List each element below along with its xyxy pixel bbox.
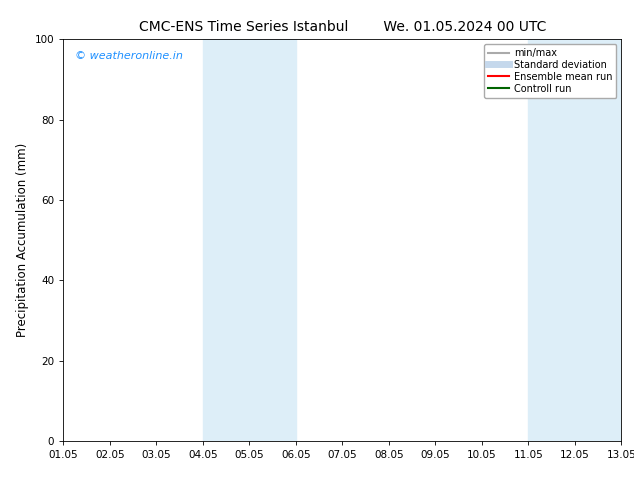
Title: CMC-ENS Time Series Istanbul        We. 01.05.2024 00 UTC: CMC-ENS Time Series Istanbul We. 01.05.2…	[139, 20, 546, 34]
Legend: min/max, Standard deviation, Ensemble mean run, Controll run: min/max, Standard deviation, Ensemble me…	[484, 44, 616, 98]
Bar	[528, 39, 621, 441]
Bar	[203, 39, 296, 441]
Text: © weatheronline.in: © weatheronline.in	[75, 51, 183, 61]
Y-axis label: Precipitation Accumulation (mm): Precipitation Accumulation (mm)	[16, 143, 29, 337]
